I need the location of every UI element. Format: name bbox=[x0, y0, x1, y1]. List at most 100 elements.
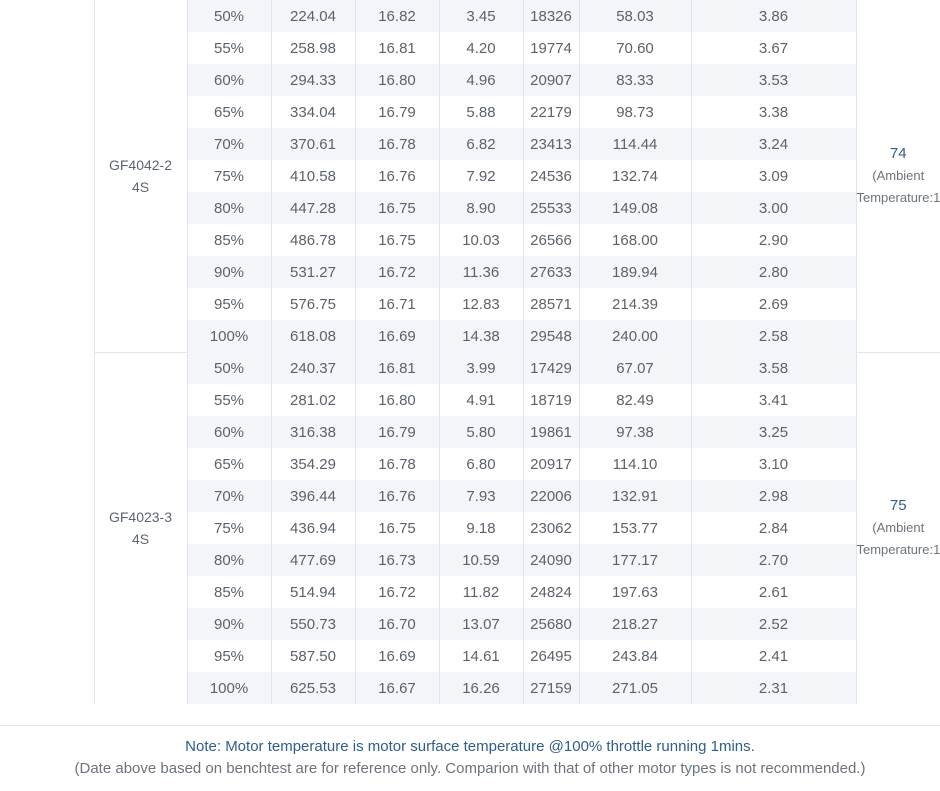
cell-thrust: 576.75 bbox=[271, 288, 356, 320]
cell-thrust: 334.04 bbox=[271, 96, 356, 128]
cell-current: 9.18 bbox=[439, 512, 524, 544]
cell-current: 4.96 bbox=[439, 64, 524, 96]
cell-throttle: 70% bbox=[187, 128, 272, 160]
cell-rpm: 27633 bbox=[523, 256, 580, 288]
cell-power: 132.74 bbox=[579, 160, 692, 192]
cell-throttle: 50% bbox=[187, 352, 272, 384]
cell-power: 82.49 bbox=[579, 384, 692, 416]
cell-current: 10.03 bbox=[439, 224, 524, 256]
motor-model: GF4042-2 bbox=[108, 156, 173, 173]
table-row: 60% 316.38 16.79 5.80 19861 97.38 3.25 bbox=[0, 416, 940, 448]
cell-thrust: 294.33 bbox=[271, 64, 356, 96]
cell-current: 3.45 bbox=[439, 0, 524, 32]
cell-voltage: 16.78 bbox=[355, 448, 440, 480]
cell-thrust: 396.44 bbox=[271, 480, 356, 512]
footnotes: Note: Motor temperature is motor surface… bbox=[0, 736, 940, 780]
table-row: 100% 625.53 16.67 16.26 27159 271.05 2.31 bbox=[0, 672, 940, 704]
cell-rpm: 25680 bbox=[523, 608, 580, 640]
ambient-label: (Ambient bbox=[872, 167, 925, 183]
cell-thrust: 281.02 bbox=[271, 384, 356, 416]
cell-efficiency: 3.38 bbox=[691, 96, 857, 128]
cell-power: 58.03 bbox=[579, 0, 692, 32]
cell-voltage: 16.69 bbox=[355, 640, 440, 672]
temperature-value: 74 bbox=[889, 144, 907, 162]
cell-efficiency: 2.61 bbox=[691, 576, 857, 608]
cell-throttle: 95% bbox=[187, 288, 272, 320]
temperature-note: Note: Motor temperature is motor surface… bbox=[185, 738, 755, 755]
cell-rpm: 28571 bbox=[523, 288, 580, 320]
cell-rpm: 23062 bbox=[523, 512, 580, 544]
cell-throttle: 75% bbox=[187, 160, 272, 192]
cell-thrust: 531.27 bbox=[271, 256, 356, 288]
cell-throttle: 70% bbox=[187, 480, 272, 512]
cell-rpm: 25533 bbox=[523, 192, 580, 224]
cell-thrust: 618.08 bbox=[271, 320, 356, 352]
cell-power: 98.73 bbox=[579, 96, 692, 128]
cell-rpm: 17429 bbox=[523, 352, 580, 384]
table-row: 95% 587.50 16.69 14.61 26495 243.84 2.41 bbox=[0, 640, 940, 672]
cell-current: 5.80 bbox=[439, 416, 524, 448]
table-row: 90% 531.27 16.72 11.36 27633 189.94 2.80 bbox=[0, 256, 940, 288]
cell-voltage: 16.79 bbox=[355, 96, 440, 128]
cell-power: 168.00 bbox=[579, 224, 692, 256]
table-row: GF4042-2 4S 50% 224.04 16.82 3.45 18326 58.03 3.… bbox=[0, 0, 940, 352]
table-row: 55% 258.98 16.81 4.20 19774 70.60 3.67 bbox=[0, 32, 940, 64]
cell-rpm: 19774 bbox=[523, 32, 580, 64]
table-row: 100% 618.08 16.69 14.38 29548 240.00 2.58 bbox=[0, 320, 940, 352]
table-row: 70% 370.61 16.78 6.82 23413 114.44 3.24 bbox=[0, 128, 940, 160]
cell-current: 8.90 bbox=[439, 192, 524, 224]
cell-power: 189.94 bbox=[579, 256, 692, 288]
cell-power: 153.77 bbox=[579, 512, 692, 544]
cell-thrust: 447.28 bbox=[271, 192, 356, 224]
table-row: 80% 477.69 16.73 10.59 24090 177.17 2.70 bbox=[0, 544, 940, 576]
cell-rpm: 23413 bbox=[523, 128, 580, 160]
table-row: 75% 436.94 16.75 9.18 23062 153.77 2.84 bbox=[0, 512, 940, 544]
table-row: 85% 486.78 16.75 10.03 26566 168.00 2.90 bbox=[0, 224, 940, 256]
cell-efficiency: 3.10 bbox=[691, 448, 857, 480]
motor-name-cell: GF4023-3 4S bbox=[93, 351, 188, 704]
cell-voltage: 16.80 bbox=[355, 64, 440, 96]
cell-efficiency: 3.24 bbox=[691, 128, 857, 160]
cell-power: 177.17 bbox=[579, 544, 692, 576]
disclaimer-note: (Date above based on benchtest are for r… bbox=[74, 760, 866, 777]
cell-current: 12.83 bbox=[439, 288, 524, 320]
cell-power: 83.33 bbox=[579, 64, 692, 96]
cell-thrust: 224.04 bbox=[271, 0, 356, 32]
motor-cell-count: 4S bbox=[131, 531, 150, 548]
cell-thrust: 370.61 bbox=[271, 128, 356, 160]
cell-power: 218.27 bbox=[579, 608, 692, 640]
cell-thrust: 258.98 bbox=[271, 32, 356, 64]
cell-efficiency: 2.69 bbox=[691, 288, 857, 320]
cell-rpm: 20917 bbox=[523, 448, 580, 480]
motor-temperature-cell: 74 (Ambient Temperature:19℃) bbox=[856, 0, 940, 352]
cell-power: 114.44 bbox=[579, 128, 692, 160]
cell-efficiency: 2.31 bbox=[691, 672, 857, 704]
cell-thrust: 587.50 bbox=[271, 640, 356, 672]
cell-current: 6.80 bbox=[439, 448, 524, 480]
cell-rpm: 24090 bbox=[523, 544, 580, 576]
cell-current: 3.99 bbox=[439, 352, 524, 384]
cell-throttle: 60% bbox=[187, 64, 272, 96]
table-row: GF4023-3 4S 50% 240.37 16.81 3.99 17429 67.07 3.… bbox=[0, 351, 940, 704]
cell-power: 271.05 bbox=[579, 672, 692, 704]
cell-thrust: 625.53 bbox=[271, 672, 356, 704]
table-body: GF4042-2 4S 50% 224.04 16.82 3.45 18326 58.03 3.… bbox=[0, 0, 940, 704]
ambient-temperature: Temperature:19℃) bbox=[856, 189, 940, 205]
cell-rpm: 24536 bbox=[523, 160, 580, 192]
cell-throttle: 100% bbox=[187, 320, 272, 352]
cell-efficiency: 2.52 bbox=[691, 608, 857, 640]
cell-thrust: 316.38 bbox=[271, 416, 356, 448]
cell-efficiency: 3.86 bbox=[691, 0, 857, 32]
cell-throttle: 75% bbox=[187, 512, 272, 544]
cell-voltage: 16.72 bbox=[355, 256, 440, 288]
motor-cell-count: 4S bbox=[131, 178, 150, 195]
cell-current: 7.92 bbox=[439, 160, 524, 192]
motor-name-cell: GF4042-2 4S bbox=[93, 0, 188, 352]
cell-efficiency: 3.67 bbox=[691, 32, 857, 64]
table-row: 80% 447.28 16.75 8.90 25533 149.08 3.00 bbox=[0, 192, 940, 224]
cell-current: 5.88 bbox=[439, 96, 524, 128]
cell-power: 197.63 bbox=[579, 576, 692, 608]
motor-temperature-cell: 75 (Ambient Temperature:19℃) bbox=[856, 351, 940, 704]
table-bottom-divider bbox=[0, 725, 940, 726]
cell-current: 11.36 bbox=[439, 256, 524, 288]
